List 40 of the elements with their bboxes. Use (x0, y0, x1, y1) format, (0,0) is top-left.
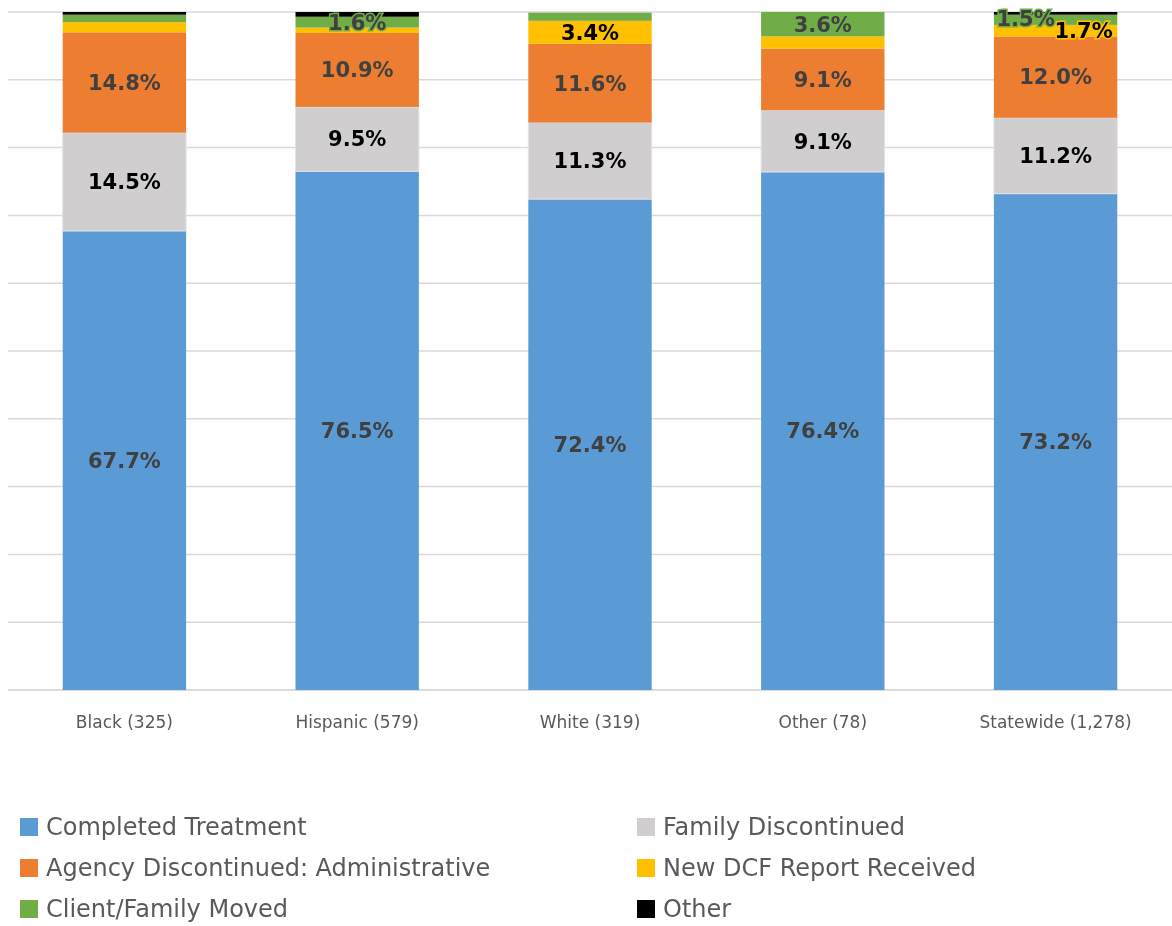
data-label: 10.9% (320, 58, 394, 83)
data-label: 3.6% (793, 12, 852, 37)
data-label: 1.7% (1054, 18, 1113, 43)
data-label: 73.2% (1019, 430, 1093, 455)
bar (761, 172, 885, 690)
legend-label: New DCF Report Received (663, 854, 977, 883)
bar (761, 36, 885, 49)
x-tick-label: Statewide (1,278) (979, 712, 1132, 732)
legend-label: Family Discontinued (663, 813, 906, 842)
bar (528, 12, 652, 21)
data-label: 9.5% (328, 127, 387, 152)
x-tick-label: Hispanic (579) (295, 712, 419, 732)
x-tick-label: White (319) (539, 712, 641, 732)
data-label: 14.5% (87, 170, 161, 195)
data-label: 12.0% (1019, 65, 1093, 90)
data-label: 72.4% (553, 432, 627, 457)
legend-label: Completed Treatment (46, 813, 307, 842)
data-label: 9.1% (793, 67, 852, 92)
legend-label: Client/Family Moved (46, 895, 289, 924)
bar (62, 12, 187, 15)
data-label: 9.1% (793, 129, 852, 154)
data-label: 14.8% (87, 70, 161, 95)
x-tick-label: Black (325) (75, 712, 173, 732)
data-label: 76.4% (786, 419, 860, 444)
bar (62, 230, 187, 690)
legend-label: Other (663, 895, 732, 924)
data-label: 3.4% (560, 20, 620, 45)
bar (295, 171, 419, 690)
x-tick-label: Other (78) (778, 712, 868, 732)
data-label: 11.6% (553, 71, 627, 96)
bar (62, 14, 187, 23)
bar (528, 199, 652, 690)
bar (62, 22, 187, 33)
bar (62, 32, 187, 133)
legend-label: Agency Discontinued: Administrative (46, 854, 491, 883)
data-label: 67.7% (87, 448, 161, 473)
bar (993, 193, 1118, 690)
data-label: 11.2% (1019, 144, 1093, 169)
data-label: 76.5% (320, 419, 394, 444)
data-label: 11.3% (553, 149, 627, 174)
